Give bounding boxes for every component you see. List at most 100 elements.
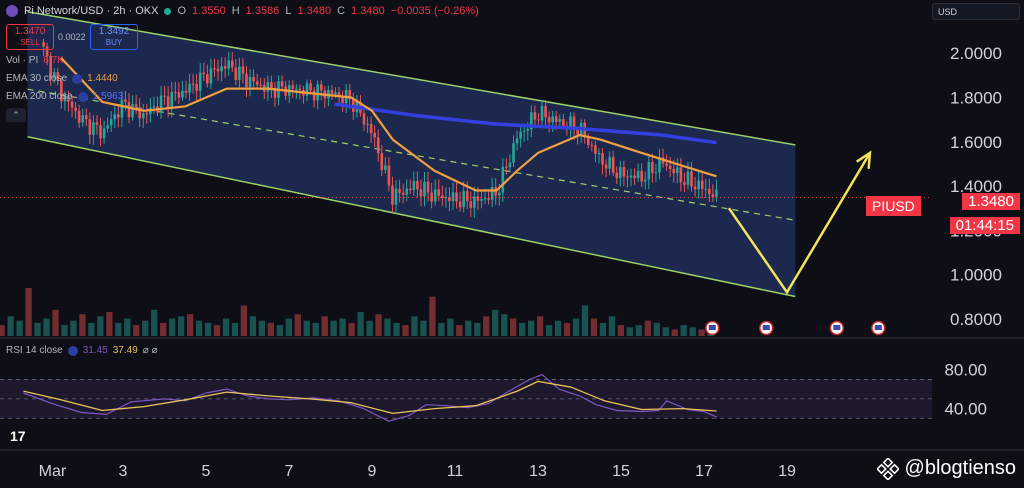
candle-body: [337, 92, 341, 97]
candle-body: [683, 182, 686, 185]
candle-body: [117, 114, 120, 118]
candle-body: [295, 88, 298, 90]
volume-bar: [160, 322, 167, 336]
volume-bar: [456, 325, 463, 336]
candle-body: [636, 170, 640, 179]
high-value: 1.3586: [245, 5, 280, 17]
volume-bar: [662, 327, 669, 336]
time-axis-label: 15: [612, 463, 630, 480]
indicator-settings-icon[interactable]: [67, 345, 78, 356]
candle-body: [102, 128, 106, 139]
candle-body: [173, 91, 177, 93]
candle-body: [45, 46, 49, 57]
candle-body: [163, 95, 166, 97]
channel-lower-line: [27, 136, 796, 298]
volume-bar: [384, 318, 391, 336]
volume-bar: [61, 325, 68, 336]
volume-bar: [258, 320, 266, 336]
candle-body: [77, 110, 81, 123]
volume-bar: [617, 325, 625, 336]
candle-body: [419, 189, 423, 197]
binance-logo-icon: [876, 457, 899, 480]
volume-label: Vol · PI: [6, 55, 39, 66]
low-value: 1.3480: [297, 5, 332, 17]
candle-body: [533, 112, 537, 120]
candle-body: [554, 116, 558, 122]
candle-body: [92, 122, 95, 135]
candle-body: [604, 164, 608, 169]
candle-body: [84, 115, 88, 120]
candle-body: [384, 165, 387, 170]
time-axis-label: 17: [695, 463, 713, 480]
event-flag-stripe: [762, 325, 770, 330]
volume-bar: [474, 322, 481, 336]
candle-body: [305, 83, 309, 96]
rsi-legend[interactable]: RSI 14 close 31.45 37.49 ⌀ ⌀: [6, 345, 158, 356]
volume-bar: [339, 318, 346, 336]
symbol-price-label: PIUSD: [866, 196, 921, 216]
candle-body: [138, 107, 141, 119]
candle-body: [334, 92, 337, 95]
candle-body: [465, 191, 469, 202]
candle-body: [704, 188, 708, 190]
symbol-title[interactable]: Pi Network/USD · 2h · OKX: [24, 5, 159, 17]
channel-upper-line: [27, 11, 796, 146]
volume-bar: [420, 320, 427, 336]
candle-body: [398, 188, 401, 193]
volume-bar: [563, 322, 571, 336]
tradingview-logo-icon[interactable]: 17: [10, 428, 26, 444]
candle-body: [408, 188, 412, 191]
candle-body: [131, 104, 134, 118]
volume-bar: [402, 325, 409, 336]
candle-body: [152, 106, 156, 108]
buy-button[interactable]: 1.3492 BUY: [90, 24, 138, 50]
ema30-legend[interactable]: EMA 30 close 1.4440: [6, 73, 118, 84]
volume-bar: [0, 325, 5, 336]
volume-bar: [501, 314, 508, 336]
candle-body: [369, 123, 373, 134]
indicator-settings-icon[interactable]: [72, 73, 83, 84]
volume-bar: [34, 322, 41, 336]
volume-bar: [357, 312, 364, 336]
indicator-settings-icon[interactable]: [77, 91, 88, 102]
volume-bar: [249, 316, 257, 336]
ema200-value: 1.5963: [92, 91, 124, 102]
price-axis-label: 1.4000: [950, 177, 1002, 196]
rsi-ma-value: 37.49: [112, 345, 138, 356]
candle-body: [88, 119, 92, 135]
candle-body: [56, 72, 60, 81]
volume-bar: [312, 322, 319, 336]
volume-bar: [680, 325, 687, 336]
candle-body: [665, 163, 668, 166]
currency-select[interactable]: USD: [932, 3, 1020, 20]
chevron-up-icon[interactable]: ⌃: [6, 108, 26, 122]
volume-bar: [186, 314, 194, 336]
price-axis-label: 0.8000: [950, 310, 1002, 329]
event-flag-icon: [871, 320, 886, 336]
candle-body: [60, 80, 63, 102]
candle-body: [184, 90, 188, 93]
candle-body: [191, 83, 195, 85]
candle-body: [601, 153, 604, 165]
volume-bar: [240, 305, 248, 336]
watermark-text: @blogtienso: [904, 457, 1016, 479]
candle-body: [316, 84, 320, 101]
rsi-axis-label: 40.00: [944, 400, 987, 419]
candle-body: [433, 189, 437, 202]
volume-legend[interactable]: Vol · PI 6.7K: [6, 55, 64, 66]
volume-bar: [545, 325, 553, 336]
ema200-legend[interactable]: EMA 200 close 1.5963: [6, 91, 123, 102]
candle-body: [711, 194, 715, 198]
candle-body: [405, 188, 409, 195]
sell-button[interactable]: 1.3470 SELL: [6, 24, 54, 50]
candle-body: [690, 171, 693, 187]
volume-bar: [492, 309, 499, 336]
candle-body: [455, 192, 458, 202]
candle-body: [312, 90, 316, 101]
volume-bar: [581, 305, 589, 336]
candle-body: [594, 145, 597, 154]
volume-bar: [635, 325, 642, 336]
candle-body: [248, 76, 252, 88]
candle-body: [298, 88, 302, 90]
